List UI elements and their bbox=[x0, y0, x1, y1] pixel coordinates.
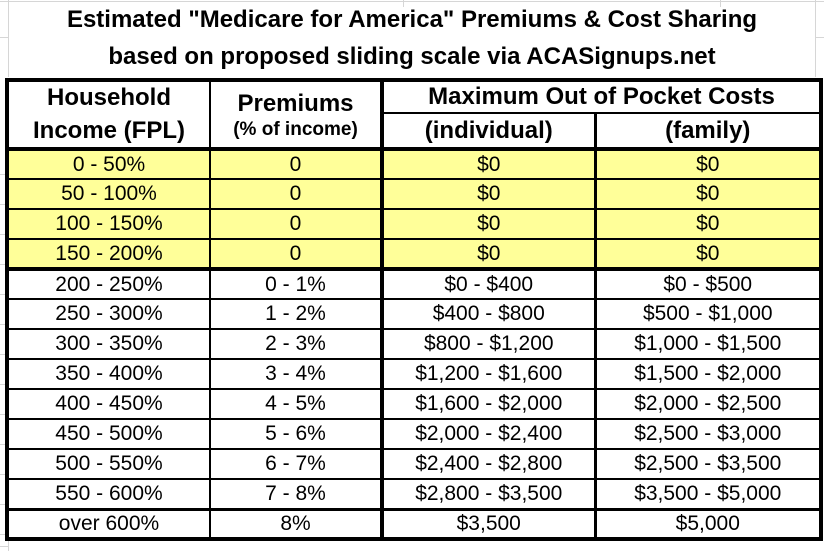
cell-income[interactable]: 100 - 150% bbox=[6, 208, 211, 240]
cell-premium[interactable]: 6 - 7% bbox=[209, 448, 384, 480]
cell-individual[interactable]: $0 bbox=[381, 208, 597, 240]
gridline bbox=[0, 1, 824, 2]
cell-family[interactable]: $0 bbox=[593, 238, 823, 271]
cell-income[interactable]: 200 - 250% bbox=[6, 268, 211, 300]
cell-premium[interactable]: 0 bbox=[209, 148, 384, 180]
cell-individual[interactable]: $0 bbox=[381, 238, 597, 271]
header-premiums-note: (% of income) bbox=[233, 119, 358, 141]
cell-individual[interactable]: $1,200 - $1,600 bbox=[381, 358, 597, 390]
cell-income[interactable]: 400 - 450% bbox=[6, 388, 211, 420]
cell-income[interactable]: over 600% bbox=[6, 508, 211, 540]
table-row: 100 - 150% 0 $0 $0 bbox=[6, 208, 823, 240]
cell-premium[interactable]: 3 - 4% bbox=[209, 358, 384, 390]
cell-family[interactable]: $1,000 - $1,500 bbox=[593, 328, 823, 360]
cell-premium[interactable]: 1 - 2% bbox=[209, 298, 384, 330]
cell-family[interactable]: $0 bbox=[593, 178, 823, 210]
cell-family[interactable]: $0 bbox=[593, 208, 823, 240]
cell-family[interactable]: $2,500 - $3,500 bbox=[593, 448, 823, 480]
gridline bbox=[0, 37, 8, 38]
page-title-line1: Estimated "Medicare for America" Premium… bbox=[66, 6, 758, 33]
table-row: 400 - 450% 4 - 5% $1,600 - $2,000 $2,000 - … bbox=[6, 388, 823, 420]
gridline bbox=[815, 0, 816, 77]
cell-individual[interactable]: $2,800 - $3,500 bbox=[381, 478, 597, 511]
cell-individual[interactable]: $2,400 - $2,800 bbox=[381, 448, 597, 480]
cell-family[interactable]: $2,500 - $3,000 bbox=[593, 418, 823, 450]
cell-premium[interactable]: 0 bbox=[209, 208, 384, 240]
gridline-ticks bbox=[0, 145, 5, 541]
gridline bbox=[8, 0, 9, 77]
cell-income[interactable]: 250 - 300% bbox=[6, 298, 211, 330]
gridline bbox=[8, 541, 9, 551]
cell-family[interactable]: $5,000 bbox=[593, 508, 823, 540]
header-household-line2: Income (FPL) bbox=[32, 116, 185, 144]
table-row: 50 - 100% 0 $0 $0 bbox=[6, 178, 823, 210]
cell-income[interactable]: 0 - 50% bbox=[6, 148, 211, 180]
cell-premium[interactable]: 5 - 6% bbox=[209, 418, 384, 450]
cell-premium[interactable]: 0 - 1% bbox=[209, 268, 384, 300]
gridline bbox=[403, 0, 404, 7]
table-row: 200 - 250% 0 - 1% $0 - $400 $0 - $500 bbox=[6, 268, 823, 300]
table-row: 350 - 400% 3 - 4% $1,200 - $1,600 $1,500 - … bbox=[6, 358, 823, 390]
cell-income[interactable]: 300 - 350% bbox=[6, 328, 211, 360]
cell-individual[interactable]: $0 bbox=[381, 148, 597, 180]
header-moop-individual[interactable]: (individual) bbox=[380, 112, 596, 151]
cell-family[interactable]: $0 bbox=[593, 148, 823, 180]
cell-premium[interactable]: 2 - 3% bbox=[209, 328, 384, 360]
cell-premium[interactable]: 4 - 5% bbox=[209, 388, 384, 420]
cell-income[interactable]: 350 - 400% bbox=[6, 358, 211, 390]
header-household-line1: Household bbox=[47, 84, 171, 112]
cell-individual[interactable]: $0 - $400 bbox=[381, 268, 597, 300]
cell-premium[interactable]: 0 bbox=[209, 178, 384, 210]
header-premiums-label: Premiums bbox=[237, 89, 354, 117]
cell-individual[interactable]: $0 bbox=[381, 178, 597, 210]
table-row: 500 - 550% 6 - 7% $2,400 - $2,800 $2,500 - … bbox=[6, 448, 823, 480]
cell-individual[interactable]: $1,600 - $2,000 bbox=[381, 388, 597, 420]
cell-premium[interactable]: 0 bbox=[209, 238, 384, 271]
gridline bbox=[0, 546, 8, 547]
cell-individual[interactable]: $2,000 - $2,400 bbox=[381, 418, 597, 450]
table-row: 300 - 350% 2 - 3% $800 - $1,200 $1,000 - $1… bbox=[6, 328, 823, 360]
table-body: 0 - 50% 0 $0 $0 50 - 100% 0 $0 $0 100 - 150% 0 $0 $… bbox=[6, 148, 823, 540]
page-title-line2: based on proposed sliding scale via ACAS… bbox=[108, 43, 716, 70]
cell-income[interactable]: 450 - 500% bbox=[6, 418, 211, 450]
cell-individual[interactable]: $3,500 bbox=[381, 508, 597, 540]
premiums-cost-sharing-table: Household Income (FPL) Premiums (% of in… bbox=[5, 78, 824, 541]
header-moop-group[interactable]: Maximum Out of Pocket Costs bbox=[379, 79, 823, 114]
cell-income[interactable]: 150 - 200% bbox=[6, 238, 211, 271]
cell-family[interactable]: $500 - $1,000 bbox=[593, 298, 823, 330]
cell-individual[interactable]: $800 - $1,200 bbox=[381, 328, 597, 360]
gridline bbox=[815, 37, 824, 38]
cell-individual[interactable]: $400 - $800 bbox=[381, 298, 597, 330]
header-moop-family[interactable]: (family) bbox=[593, 112, 823, 151]
cell-family[interactable]: $0 - $500 bbox=[593, 268, 823, 300]
table-row: 150 - 200% 0 $0 $0 bbox=[6, 238, 823, 271]
cell-family[interactable]: $2,000 - $2,500 bbox=[593, 388, 823, 420]
cell-family[interactable]: $3,500 - $5,000 bbox=[593, 478, 823, 511]
gridline bbox=[720, 0, 721, 7]
cell-income[interactable]: 550 - 600% bbox=[6, 478, 211, 511]
cell-income[interactable]: 50 - 100% bbox=[6, 178, 211, 210]
header-household-income[interactable]: Household Income (FPL) bbox=[6, 79, 211, 151]
cell-premium[interactable]: 8% bbox=[209, 508, 384, 540]
table-row: over 600% 8% $3,500 $5,000 bbox=[6, 508, 823, 540]
table-row: 0 - 50% 0 $0 $0 bbox=[6, 148, 823, 180]
cell-premium[interactable]: 7 - 8% bbox=[209, 478, 384, 511]
table-row: 250 - 300% 1 - 2% $400 - $800 $500 - $1,000 bbox=[6, 298, 823, 330]
cell-income[interactable]: 500 - 550% bbox=[6, 448, 211, 480]
table-row: 550 - 600% 7 - 8% $2,800 - $3,500 $3,500 - … bbox=[6, 478, 823, 511]
table-row: 450 - 500% 5 - 6% $2,000 - $2,400 $2,500 - … bbox=[6, 418, 823, 450]
header-premiums[interactable]: Premiums (% of income) bbox=[209, 79, 383, 151]
cell-family[interactable]: $1,500 - $2,000 bbox=[593, 358, 823, 390]
